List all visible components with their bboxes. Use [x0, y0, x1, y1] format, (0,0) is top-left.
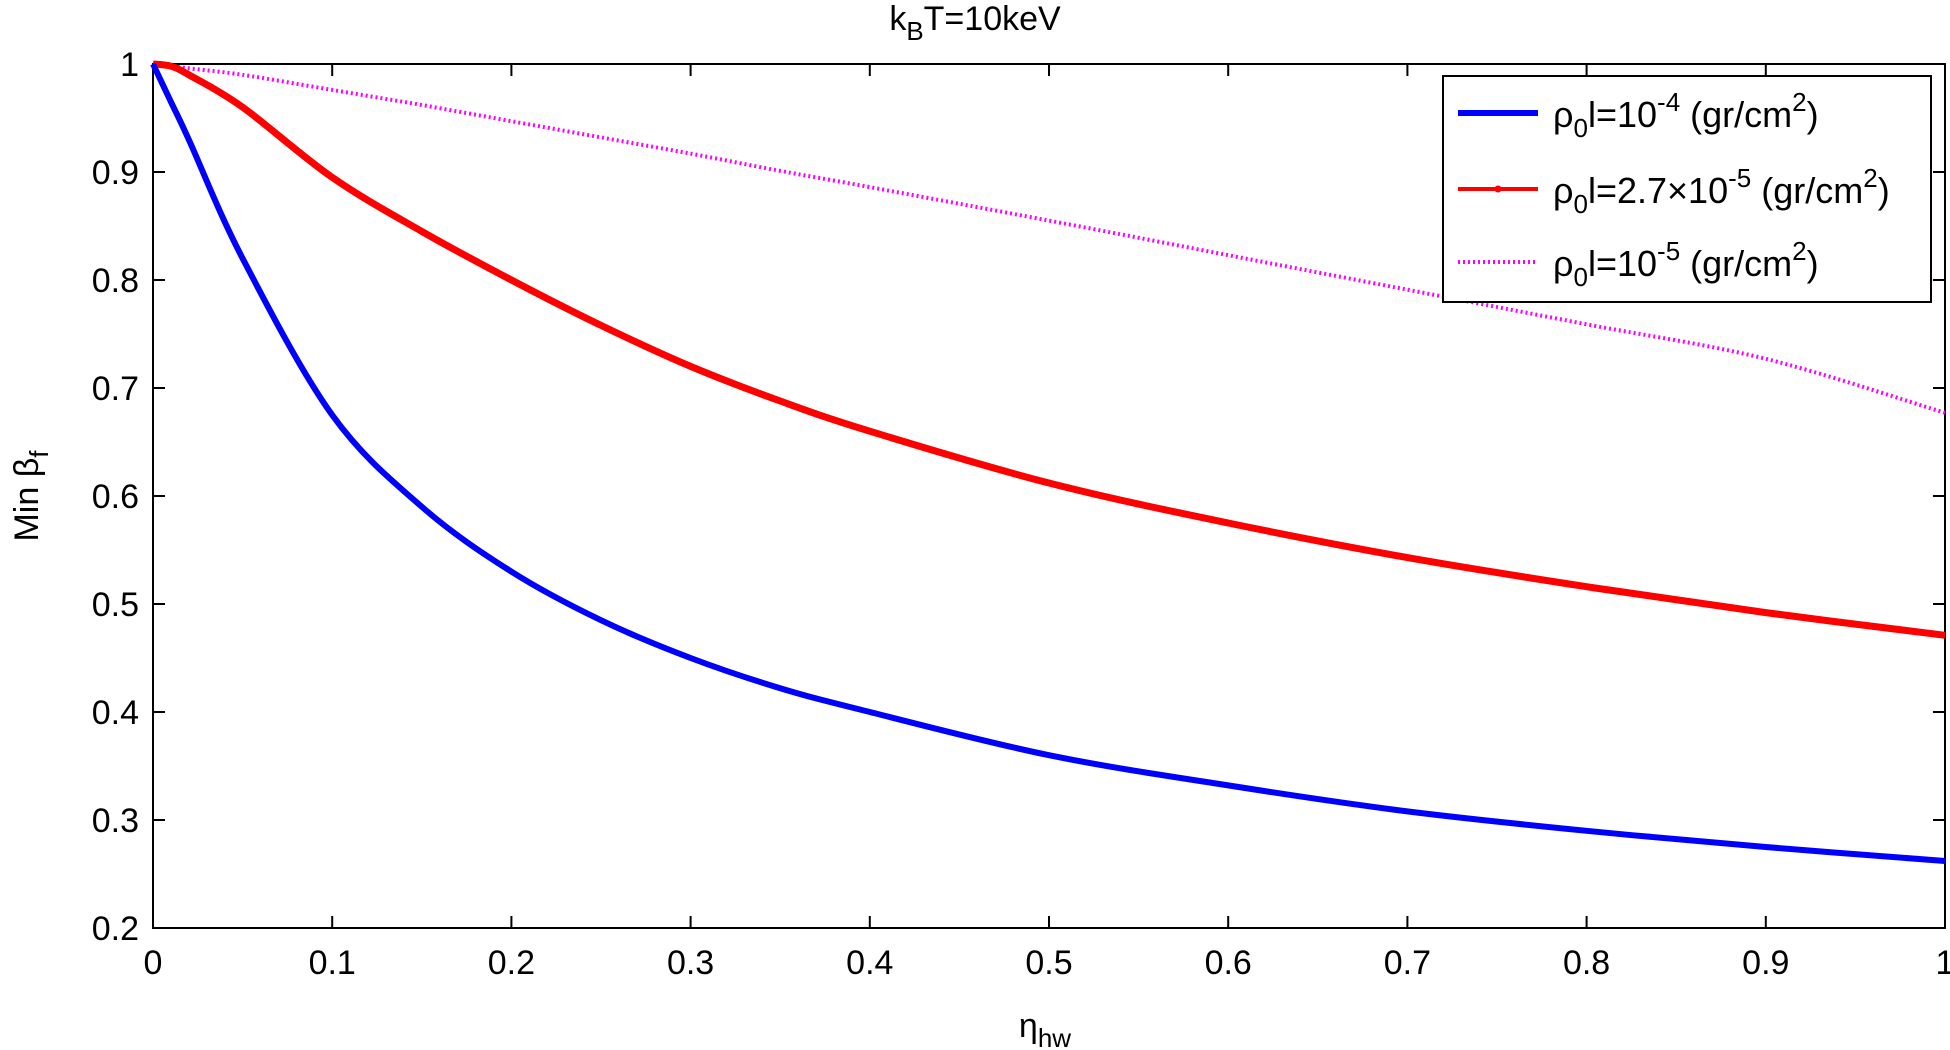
x-tick-label: 1 [1936, 944, 1950, 982]
y-axis-label: Min βf [8, 450, 54, 542]
y-tick-label: 0.6 [92, 478, 139, 516]
x-tick-label: 0.1 [309, 944, 356, 982]
series-line-1 [150, 62, 1946, 864]
x-tick-label: 0.2 [488, 944, 535, 982]
y-tick-label: 1 [120, 46, 139, 84]
series-layer [150, 60, 1946, 864]
legend-entry-series-3: ρ0l=10-5 (gr/cm2) [1553, 236, 1819, 292]
series-line-2 [152, 60, 1946, 639]
legend: ρ0l=10-4 (gr/cm2) ρ0l=2.7×10-5 (gr/cm2) … [1442, 75, 1932, 303]
x-tick-label: 0.9 [1742, 944, 1789, 982]
series-line-3 [152, 62, 1946, 415]
y-tick-label: 0.8 [92, 262, 139, 300]
x-tick-label: 0.8 [1563, 944, 1610, 982]
y-tick-label: 0.7 [92, 370, 139, 408]
x-tick-label: 0 [144, 944, 163, 982]
x-axis: 0 0.1 0.2 0.3 0.4 0.5 0.6 0.7 0.8 0.9 1 [144, 64, 1950, 982]
y-tick-label: 0.4 [92, 694, 139, 732]
y-tick-label: 0.3 [92, 802, 139, 840]
x-tick-label: 0.6 [1205, 944, 1252, 982]
x-tick-label: 0.7 [1384, 944, 1431, 982]
legend-entry-series-2: ρ0l=2.7×10-5 (gr/cm2) [1553, 163, 1890, 219]
x-axis-label: ηhw [1019, 1007, 1071, 1050]
chart-title: kBT=10keV [889, 0, 1061, 46]
y-tick-label: 0.9 [92, 154, 139, 192]
legend-entry-series-1: ρ0l=10-4 (gr/cm2) [1553, 87, 1819, 143]
y-tick-label: 0.2 [92, 910, 139, 948]
x-tick-label: 0.5 [1025, 944, 1072, 982]
x-tick-label: 0.3 [667, 944, 714, 982]
y-tick-label: 0.5 [92, 586, 139, 624]
y-axis: 0.2 0.3 0.4 0.5 0.6 0.7 0.8 0.9 1 [92, 46, 1945, 948]
x-tick-label: 0.4 [846, 944, 893, 982]
legend-marker-series-2 [1494, 185, 1502, 193]
